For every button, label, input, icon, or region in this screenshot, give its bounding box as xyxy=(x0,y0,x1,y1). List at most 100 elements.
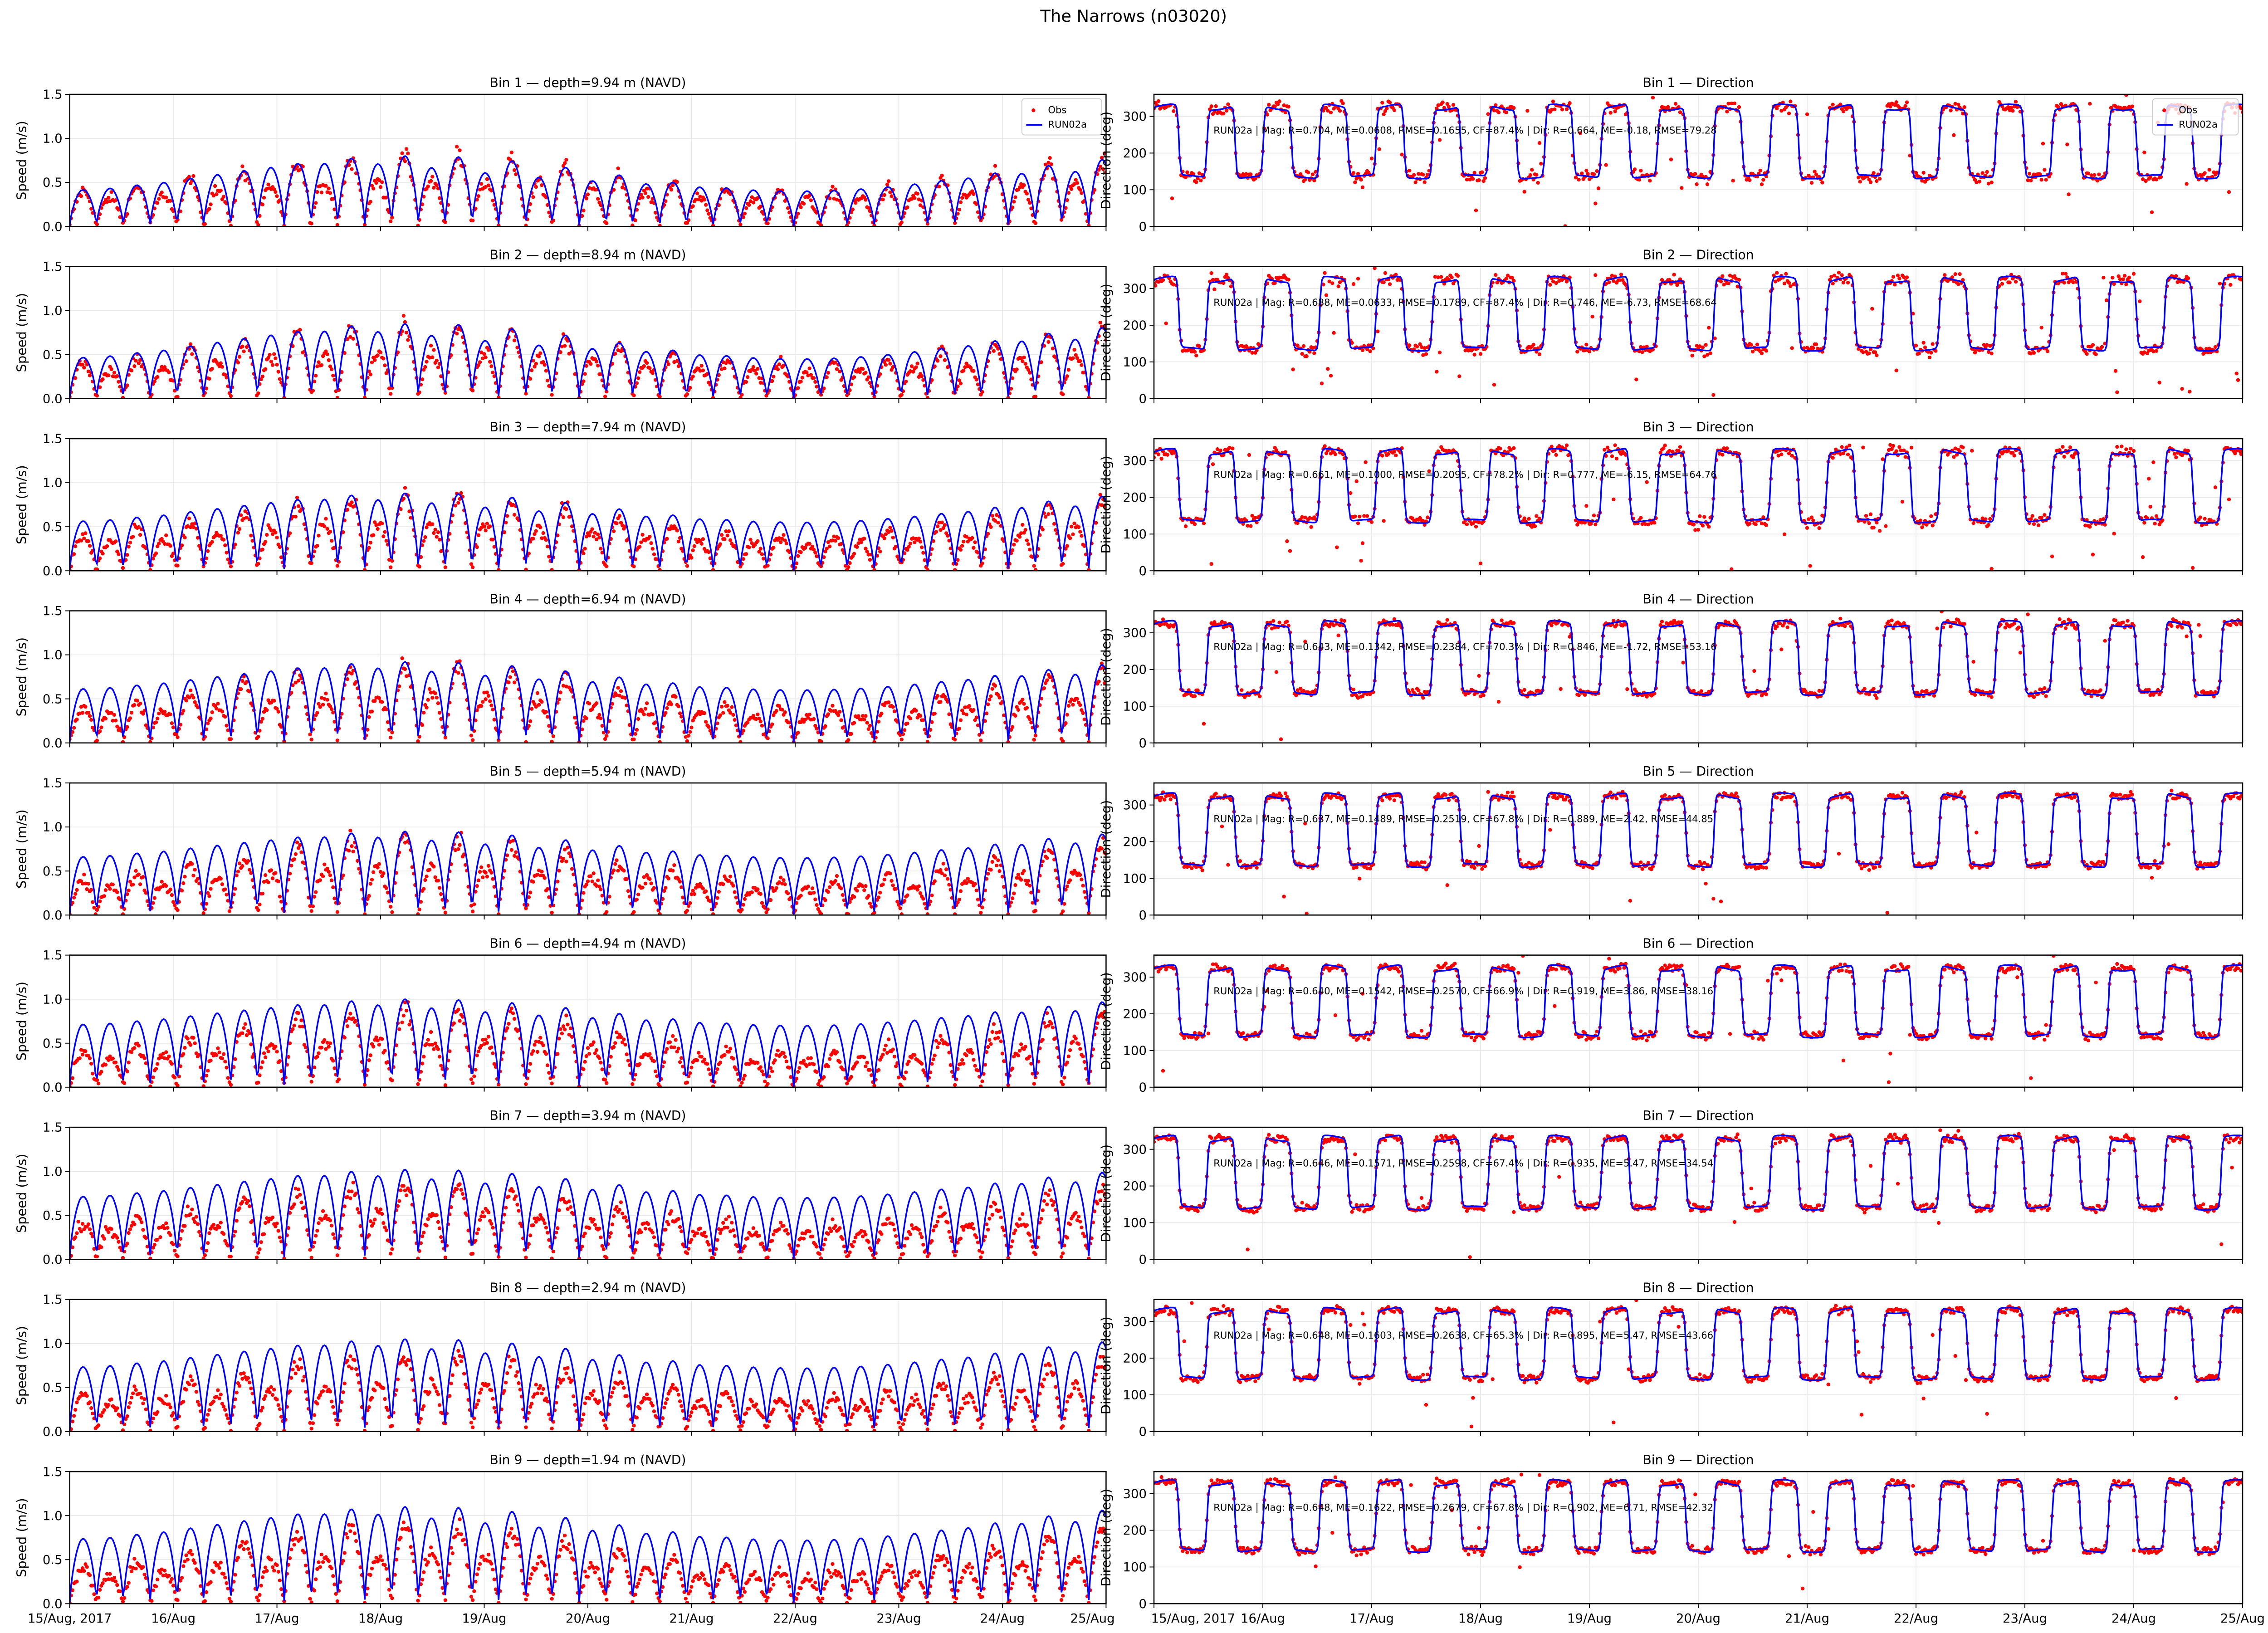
obs-point xyxy=(1553,449,1557,453)
obs-point xyxy=(1494,273,1498,277)
obs-point xyxy=(1202,521,1206,525)
obs-point xyxy=(782,363,786,368)
obs-point xyxy=(132,364,137,368)
obs-point xyxy=(1584,342,1589,347)
obs-point xyxy=(1522,516,1526,520)
obs-point xyxy=(685,221,689,225)
obs-point xyxy=(219,533,223,538)
obs-point xyxy=(691,374,695,378)
obs-point xyxy=(1838,452,1843,456)
obs-point xyxy=(335,223,339,227)
obs-point xyxy=(1702,354,1706,358)
obs-point xyxy=(1471,347,1475,351)
obs-point xyxy=(79,194,83,198)
obs-point xyxy=(1039,360,1043,364)
obs-point xyxy=(2029,352,2033,356)
obs-point xyxy=(2092,173,2097,177)
obs-point xyxy=(541,360,545,364)
obs-point xyxy=(2198,515,2202,519)
obs-point xyxy=(953,568,957,571)
obs-point xyxy=(990,513,994,518)
obs-point xyxy=(2127,105,2131,109)
obs-point xyxy=(2122,274,2127,278)
obs-point xyxy=(1691,523,1696,527)
obs-point xyxy=(891,535,895,540)
obs-point xyxy=(1006,396,1010,399)
obs-point xyxy=(1787,281,1791,285)
obs-point xyxy=(129,711,134,715)
obs-point xyxy=(314,374,318,378)
obs-point xyxy=(646,195,650,199)
obs-point xyxy=(1673,102,1678,106)
obs-point xyxy=(1985,343,1989,347)
obs-point xyxy=(1669,157,1673,161)
obs-point xyxy=(437,196,442,200)
obs-point xyxy=(225,376,229,380)
obs-point xyxy=(243,509,247,513)
obs-point xyxy=(1231,446,1235,450)
obs-point xyxy=(2142,150,2146,155)
obs-point xyxy=(1841,280,1846,285)
obs-point xyxy=(289,690,293,695)
obs-point xyxy=(509,150,513,155)
obs-point xyxy=(427,356,432,360)
obs-point xyxy=(324,184,328,188)
obs-series xyxy=(69,656,1106,743)
obs-point xyxy=(784,541,789,546)
obs-point xyxy=(1551,279,1555,284)
obs-point xyxy=(383,530,387,534)
obs-point xyxy=(527,724,531,728)
obs-point xyxy=(374,181,378,185)
obs-point xyxy=(823,549,827,553)
panel-title: Bin 2 — Direction xyxy=(1642,248,1754,263)
obs-point xyxy=(2012,104,2016,109)
obs-point xyxy=(405,674,409,678)
obs-point xyxy=(429,179,433,183)
obs-point xyxy=(403,320,407,324)
obs-point xyxy=(1953,272,1957,276)
obs-point xyxy=(1288,549,1292,553)
obs-point xyxy=(1170,196,1174,200)
obs-point xyxy=(250,539,254,543)
obs-point xyxy=(858,370,862,374)
obs-point xyxy=(925,396,930,399)
obs-point xyxy=(492,718,496,722)
obs-point xyxy=(747,203,751,207)
obs-point xyxy=(1087,224,1091,227)
obs-point xyxy=(1857,176,1861,180)
obs-point xyxy=(1722,283,1726,287)
y-tick-label: 300 xyxy=(1123,454,1147,468)
obs-point xyxy=(544,369,548,373)
obs-point xyxy=(1335,545,1339,549)
obs-point xyxy=(329,707,334,711)
obs-point xyxy=(362,396,367,399)
obs-point xyxy=(83,705,88,709)
obs-point xyxy=(432,348,436,352)
obs-point xyxy=(171,725,176,729)
obs-point xyxy=(956,558,960,562)
obs-point xyxy=(2183,448,2187,452)
obs-point xyxy=(1087,568,1091,571)
obs-point xyxy=(1605,445,1610,450)
obs-point xyxy=(1032,564,1036,568)
obs-point xyxy=(470,565,475,569)
obs-point xyxy=(1492,382,1496,387)
obs-point xyxy=(497,396,501,399)
obs-point xyxy=(1376,329,1380,333)
obs-point xyxy=(350,500,354,504)
obs-point xyxy=(1737,278,1741,282)
obs-point xyxy=(1730,101,1734,106)
speed-panel-bin-2: Bin 2 — depth=8.94 m (NAVD)0.00.51.01.5S… xyxy=(14,248,1107,406)
obs-point xyxy=(1249,172,1253,176)
obs-point xyxy=(1351,171,1356,175)
obs-point xyxy=(931,539,935,543)
obs-point xyxy=(170,721,174,725)
obs-point xyxy=(219,361,223,365)
obs-point xyxy=(741,215,745,220)
obs-point xyxy=(524,740,528,743)
obs-point xyxy=(827,196,832,200)
obs-point xyxy=(918,203,923,207)
obs-point xyxy=(1098,320,1102,325)
obs-point xyxy=(1896,274,1900,278)
